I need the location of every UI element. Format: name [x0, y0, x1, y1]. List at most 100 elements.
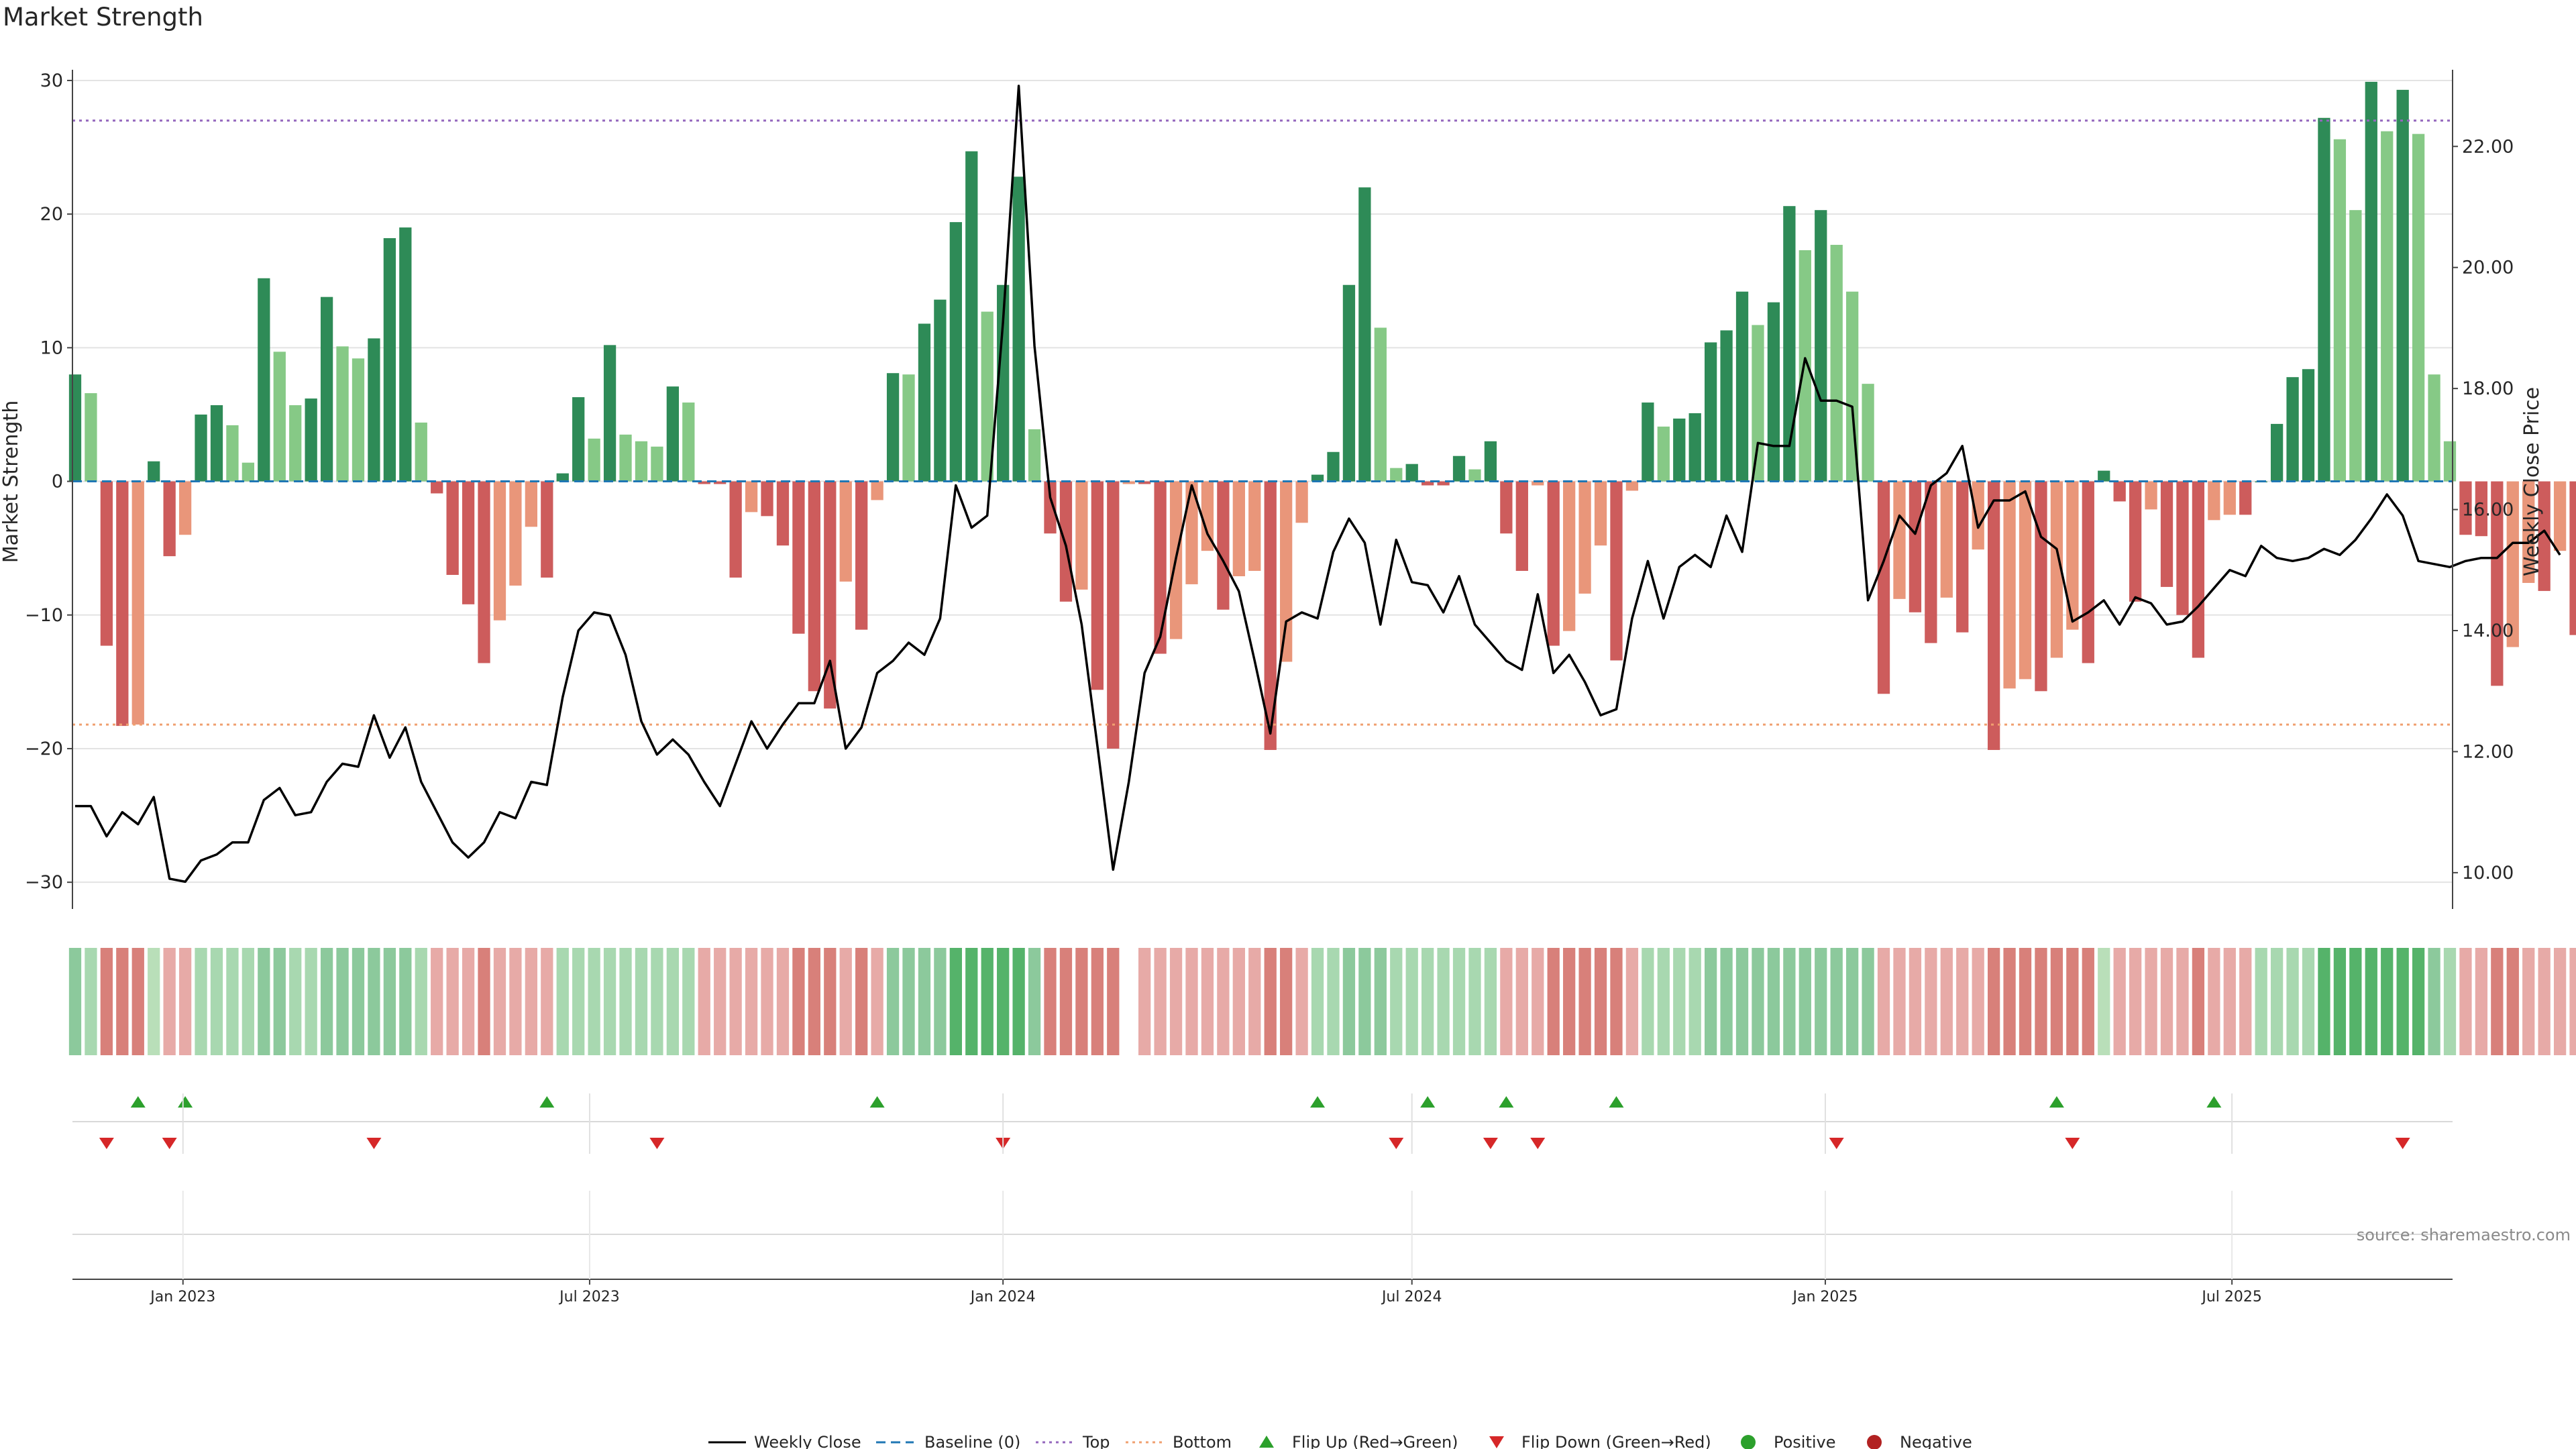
strength-bar	[2050, 481, 2063, 658]
strength-bar	[965, 151, 978, 482]
strength-bar	[1563, 481, 1576, 631]
trend-strip	[462, 948, 475, 1055]
trend-strip	[431, 948, 443, 1055]
strength-bar	[1091, 481, 1104, 690]
strength-bar	[368, 338, 380, 482]
trend-strip	[2333, 948, 2347, 1055]
strength-bar	[808, 481, 820, 692]
legend-label: Flip Up (Red→Green)	[1292, 1433, 1458, 1449]
trend-strip	[776, 948, 790, 1055]
strength-bar	[2192, 481, 2205, 658]
strength-bar	[1452, 455, 1466, 482]
trend-strip	[1311, 948, 1324, 1055]
strength-bar	[1815, 210, 1827, 482]
trend-strip	[1830, 948, 1843, 1055]
strength-bar	[1122, 481, 1135, 484]
trend-strip	[2082, 948, 2094, 1055]
strength-bar	[855, 481, 868, 630]
y2-tick-label: 14.00	[2462, 621, 2514, 641]
right-axis-ticks: 10.00 12.00 14.00 16.00 18.00 20.00 22.00	[2453, 136, 2514, 883]
strength-bar	[1673, 418, 1686, 482]
strength-bar	[462, 481, 475, 604]
trend-strip	[148, 948, 160, 1055]
flip-up-marker	[1499, 1096, 1514, 1108]
strength-bar	[2286, 377, 2299, 482]
flip-down-marker	[1389, 1138, 1404, 1149]
strength-bar	[1374, 327, 1387, 482]
x-tick-label: Jul 2023	[558, 1289, 620, 1305]
strength-bar	[1783, 206, 1796, 482]
strength-bar	[493, 481, 506, 621]
strength-bar	[2239, 481, 2252, 515]
strength-bar	[1515, 481, 1528, 572]
trend-strip	[2208, 948, 2220, 1055]
x-tick-label: Jul 2025	[2200, 1289, 2262, 1305]
trend-strip	[1044, 948, 1057, 1055]
trend-strip	[1264, 948, 1277, 1055]
x-tick-label: Jul 2024	[1381, 1289, 1442, 1305]
strength-bar	[2396, 89, 2409, 482]
trend-strip	[178, 948, 192, 1055]
strength-bar	[336, 346, 349, 482]
trend-strip	[1909, 948, 1922, 1055]
trend-strip	[1767, 948, 1780, 1055]
trend-strip	[226, 948, 239, 1055]
strength-bar	[1578, 481, 1591, 594]
strength-bar	[478, 481, 490, 663]
strength-bar	[2003, 481, 2016, 689]
strength-bar	[729, 481, 742, 578]
trend-strip	[2428, 948, 2440, 1055]
strength-bar	[2412, 133, 2425, 482]
strength-bar	[1390, 468, 1403, 482]
trend-strip	[163, 948, 176, 1055]
strength-bar	[2569, 481, 2576, 635]
strength-bar	[1437, 481, 1450, 486]
strength-bar	[1877, 481, 1890, 694]
strength-bar	[1280, 481, 1293, 662]
legend-baseline: Baseline (0)	[876, 1433, 1020, 1449]
strength-bar	[997, 284, 1010, 482]
trend-strip	[289, 948, 302, 1055]
trend-strip	[1752, 948, 1764, 1055]
trend-strip	[116, 948, 129, 1055]
strength-bar	[1342, 284, 1356, 482]
trend-strip	[210, 948, 223, 1055]
legend-label: Weekly Close	[754, 1433, 861, 1449]
y-tick-label: −10	[25, 605, 63, 626]
y-axis-label: Market Strength	[0, 400, 23, 563]
trend-strip	[1532, 948, 1544, 1055]
trend-strip	[1845, 948, 1859, 1055]
trend-strip	[305, 948, 317, 1055]
strength-bar	[619, 434, 632, 482]
trend-strip	[415, 948, 427, 1055]
trend-strip	[1610, 948, 1623, 1055]
x-tick-label: Jan 2025	[1791, 1289, 1858, 1305]
y2-tick-label: 22.00	[2462, 136, 2514, 157]
trend-strip	[1815, 948, 1827, 1055]
strength-bar	[2302, 369, 2315, 482]
strength-bar	[2381, 131, 2394, 482]
strength-bar	[1311, 474, 1324, 482]
trend-strip	[1515, 948, 1528, 1055]
strength-bar	[871, 481, 883, 500]
strength-bar	[2491, 481, 2504, 686]
trend-strip	[1547, 948, 1560, 1055]
strength-bar	[635, 441, 648, 482]
trend-strip	[2396, 948, 2409, 1055]
trend-strip	[2019, 948, 2032, 1055]
strength-bar	[886, 373, 900, 482]
strength-bar	[1421, 481, 1434, 486]
strength-bar	[148, 461, 160, 482]
trend-strip	[792, 948, 805, 1055]
strength-bar	[1468, 469, 1481, 482]
trend-strip	[1642, 948, 1654, 1055]
trend-strip	[541, 948, 553, 1055]
strength-bar	[178, 481, 192, 535]
strength-bar	[1044, 481, 1057, 534]
flip-up-marker	[130, 1096, 146, 1108]
strength-bar	[1138, 481, 1151, 484]
flip-up-marker	[539, 1096, 555, 1108]
trend-strip	[1705, 948, 1717, 1055]
strength-bar	[1735, 291, 1749, 482]
strength-bar	[1075, 481, 1088, 590]
